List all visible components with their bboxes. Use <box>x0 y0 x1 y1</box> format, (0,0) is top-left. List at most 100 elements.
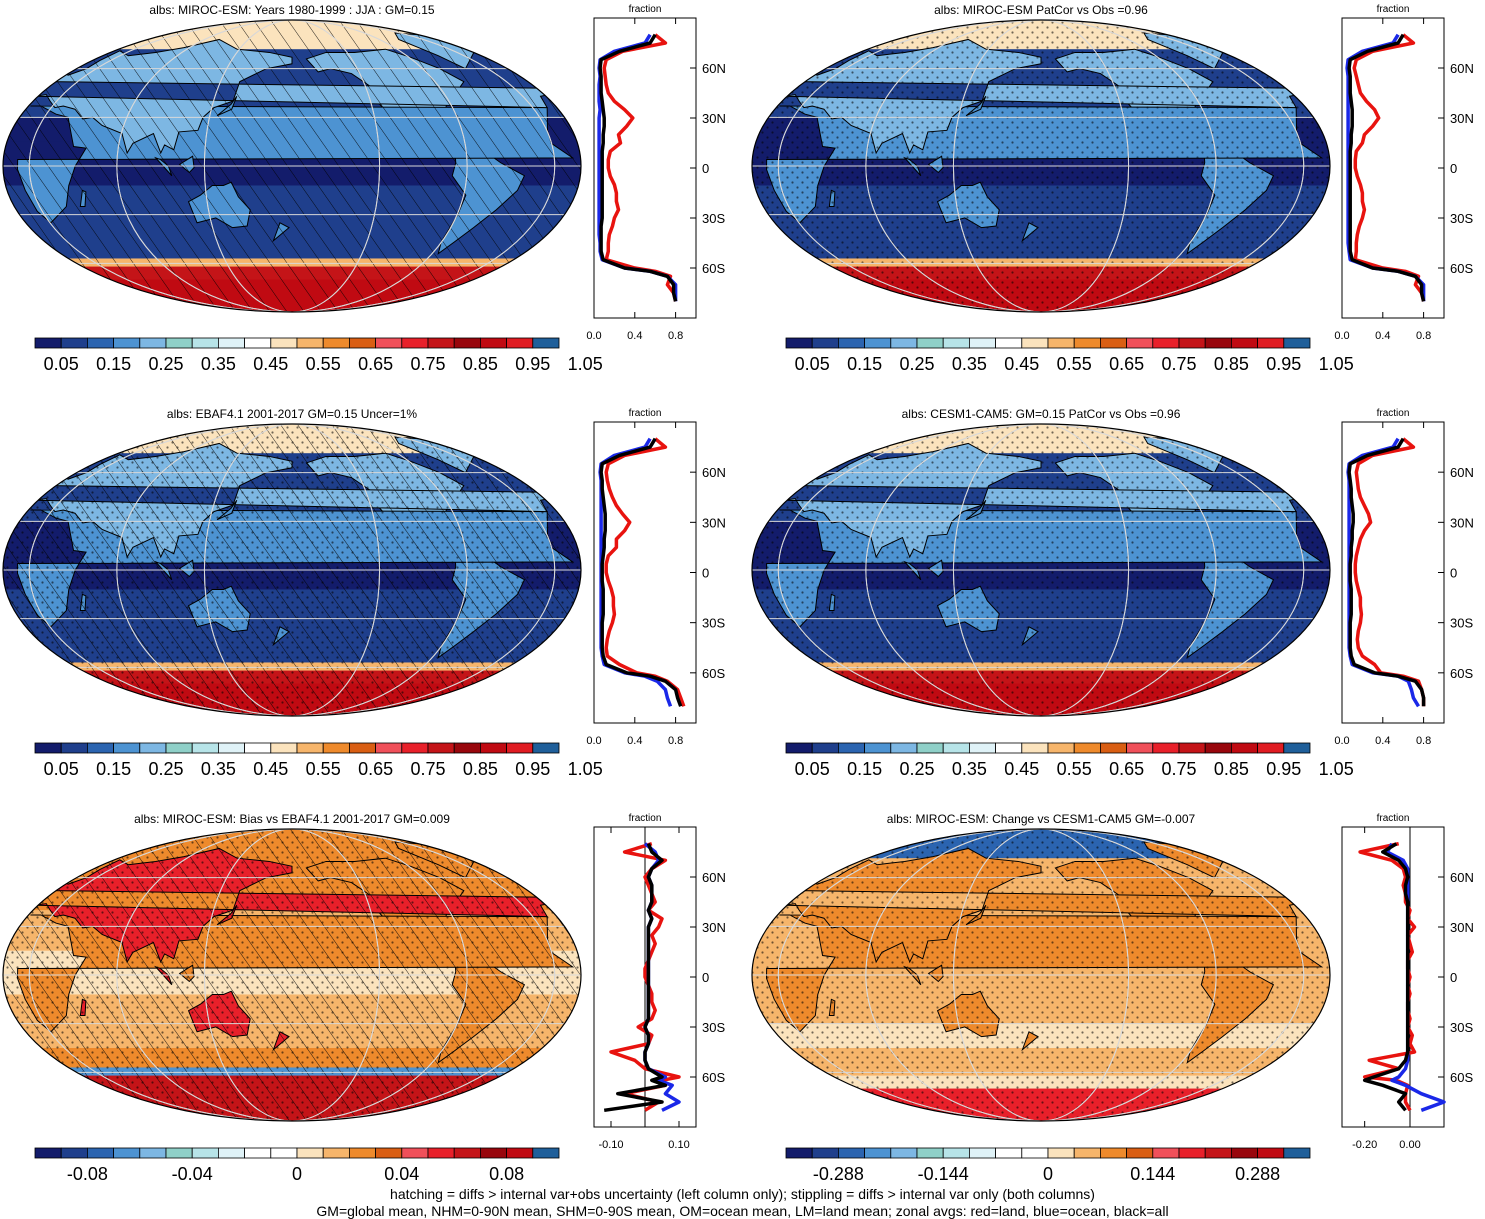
y-tick-label: 0 <box>1450 970 1457 985</box>
profile-xlabel: fraction <box>629 813 662 824</box>
colorbar-label: 0.35 <box>201 354 236 374</box>
profile-p3: fraction 0.0 0.4 0.8 60N 30N 0 30S 60S <box>586 408 726 747</box>
colorbar-swatch <box>453 337 481 349</box>
profile-frame <box>1341 826 1445 1128</box>
panel-title: albs: MIROC-ESM: Bias vs EBAF4.1 2001-20… <box>134 812 450 826</box>
colorbar-label: 0.65 <box>358 759 393 779</box>
colorbar-swatch <box>1021 1147 1049 1159</box>
colorbar-swatch <box>1152 1147 1180 1159</box>
gridline <box>777 424 1305 716</box>
colorbar-label: 0.05 <box>44 354 79 374</box>
map-border <box>751 828 1331 1122</box>
colorbar-swatch <box>348 1147 376 1159</box>
colorbar-swatch <box>942 1147 970 1159</box>
gridline <box>28 424 556 716</box>
colorbar-swatch <box>1100 742 1128 754</box>
colorbar-label: 0.15 <box>847 354 882 374</box>
colorbar-swatch <box>244 1147 272 1159</box>
colorbar-label: 0.55 <box>1057 354 1092 374</box>
colorbar-label: -0.04 <box>172 1164 213 1184</box>
colorbar-swatch <box>191 742 219 754</box>
gridline <box>865 20 1217 312</box>
colorbar-label: 0.65 <box>1109 354 1144 374</box>
gridline <box>203 424 381 716</box>
colorbar-label: 0.55 <box>1057 759 1092 779</box>
map-content <box>3 829 581 1121</box>
y-tick-label: 60S <box>702 261 725 276</box>
colorbar-swatch <box>165 1147 193 1159</box>
colorbar-label: 0.35 <box>952 354 987 374</box>
colorbar-swatch <box>890 337 918 349</box>
profile-p6: fraction -0.20 0.00 60N 30N 0 30S 60S <box>1341 813 1474 1151</box>
colorbar-swatch <box>427 742 455 754</box>
colorbar-p2: 0.05 0.15 0.25 0.35 0.45 0.55 0.65 0.75 0.85 0.95… <box>785 337 1354 374</box>
colorbar-swatch <box>479 337 507 349</box>
colorbar-swatch <box>942 742 970 754</box>
gridline <box>865 829 1217 1121</box>
colorbar-swatch <box>401 742 429 754</box>
colorbar-swatch <box>1178 337 1206 349</box>
y-tick-label: 60N <box>702 870 726 885</box>
gridline <box>116 424 468 716</box>
colorbar-swatch <box>916 1147 944 1159</box>
colorbar-label: 0.75 <box>410 759 445 779</box>
colorbar-swatch <box>348 742 376 754</box>
colorbar-label: 1.05 <box>1319 759 1354 779</box>
map-content <box>3 20 581 312</box>
colorbar-swatch <box>139 337 167 349</box>
colorbar-swatch <box>270 1147 298 1159</box>
colorbar-swatch <box>890 1147 918 1159</box>
profile-xlabel: fraction <box>629 4 662 15</box>
colorbar-swatch <box>1126 1147 1154 1159</box>
colorbar-swatch <box>1152 742 1180 754</box>
colorbar-swatch <box>532 1147 560 1159</box>
colorbar-label: 0.15 <box>847 759 882 779</box>
colorbar-swatch <box>165 742 193 754</box>
series-all <box>599 437 683 707</box>
colorbar-swatch <box>1047 1147 1075 1159</box>
colorbar-label: 0.05 <box>44 759 79 779</box>
map-p3 <box>2 423 582 717</box>
colorbar-swatch <box>1073 1147 1101 1159</box>
colorbar-label: -0.288 <box>813 1164 864 1184</box>
x-tick-label: 0.4 <box>627 735 642 747</box>
y-tick-label: 0 <box>1450 566 1457 581</box>
colorbar-swatch <box>427 337 455 349</box>
x-tick-label: -0.10 <box>598 1139 623 1151</box>
colorbar-swatch <box>785 1147 813 1159</box>
colorbar-p4: 0.05 0.15 0.25 0.35 0.45 0.55 0.65 0.75 0.85 0.95… <box>785 742 1354 779</box>
series-all <box>1347 437 1426 707</box>
y-tick-label: 30N <box>702 111 726 126</box>
x-tick-label: 0.8 <box>1416 330 1431 342</box>
colorbar-label: 0.04 <box>384 1164 419 1184</box>
y-tick-label: 0 <box>702 161 709 176</box>
y-tick-label: 60S <box>702 666 725 681</box>
colorbar-swatch <box>916 337 944 349</box>
colorbar-label: 0.15 <box>96 354 131 374</box>
x-tick-label: 0.0 <box>586 735 601 747</box>
y-tick-label: 60S <box>702 1070 725 1085</box>
colorbar-swatch <box>995 1147 1023 1159</box>
colorbar-swatch <box>139 742 167 754</box>
profile-frame <box>1341 421 1445 724</box>
colorbar-swatch <box>401 337 429 349</box>
colorbar-swatch <box>942 337 970 349</box>
colorbar-label: 0.25 <box>148 354 183 374</box>
colorbar-swatch <box>785 742 813 754</box>
colorbar-label: 0.55 <box>306 759 341 779</box>
colorbar-swatch <box>296 1147 324 1159</box>
x-tick-label: 0.8 <box>1416 735 1431 747</box>
colorbar-label: 0.08 <box>489 1164 524 1184</box>
colorbar-label: 0.45 <box>253 354 288 374</box>
colorbar-label: 0.144 <box>1130 1164 1175 1184</box>
colorbar-swatch <box>995 337 1023 349</box>
colorbar-swatch <box>995 742 1023 754</box>
colorbar-swatch <box>1047 742 1075 754</box>
colorbar-swatch <box>191 1147 219 1159</box>
colorbar-label: 0.45 <box>1004 354 1039 374</box>
map-border <box>2 828 582 1122</box>
colorbar-swatch <box>1283 337 1311 349</box>
colorbar-swatch <box>60 1147 88 1159</box>
colorbar-swatch <box>217 1147 245 1159</box>
colorbar-label: 1.05 <box>1319 354 1354 374</box>
